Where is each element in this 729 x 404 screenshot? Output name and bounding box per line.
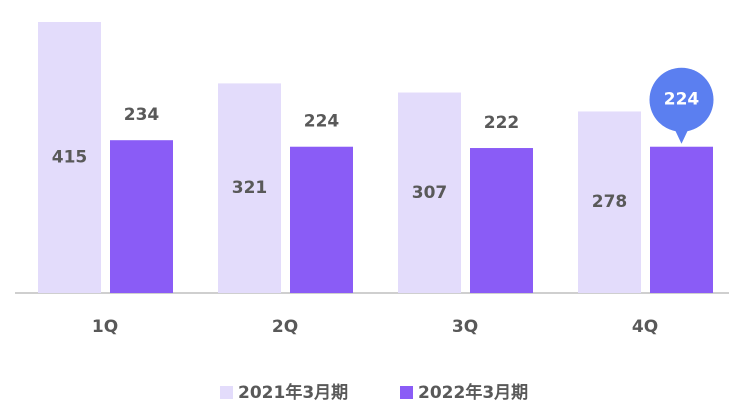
legend-label: 2022年3月期 xyxy=(418,382,528,403)
bar xyxy=(650,146,713,293)
value-label: 321 xyxy=(232,178,268,198)
bar xyxy=(398,92,461,293)
legend-label: 2021年3月期 xyxy=(238,382,348,403)
x-tick-label: 2Q xyxy=(272,317,298,337)
x-tick-label: 1Q xyxy=(92,317,118,337)
x-tick-label: 3Q xyxy=(452,317,478,337)
bar xyxy=(110,140,173,293)
value-label: 224 xyxy=(664,90,700,110)
bar xyxy=(470,148,533,293)
legend-swatch xyxy=(400,386,413,399)
value-label: 234 xyxy=(124,105,160,125)
bar xyxy=(218,83,281,293)
x-tick-label: 4Q xyxy=(632,317,658,337)
bar xyxy=(290,146,353,293)
value-label: 222 xyxy=(484,113,520,133)
value-label: 224 xyxy=(304,112,340,132)
value-label: 415 xyxy=(52,148,88,168)
bar xyxy=(578,111,641,294)
value-label: 278 xyxy=(592,192,628,212)
legend-swatch xyxy=(220,386,233,399)
value-label: 307 xyxy=(412,183,448,203)
callout-bubble xyxy=(649,67,714,132)
bar xyxy=(38,22,101,293)
